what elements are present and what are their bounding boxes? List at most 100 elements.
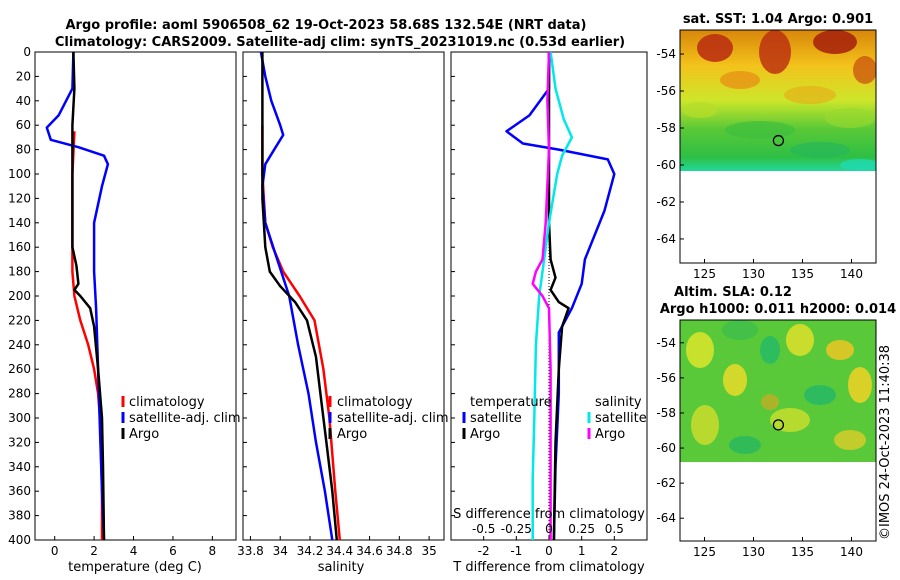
t-difference-xlabel: T difference from climatology — [452, 560, 645, 575]
map-lon-label: 130 — [742, 545, 765, 559]
x-tick-label: 34 — [273, 544, 288, 558]
x-tick-label: -1 — [510, 544, 522, 558]
argo-location-marker — [772, 134, 785, 147]
x-tick-label: 35 — [421, 544, 436, 558]
sla-map-title: Altim. SLA: 0.12 — [674, 285, 792, 300]
map-lon-label: 135 — [791, 545, 814, 559]
salinity-xlabel: salinity — [318, 560, 365, 575]
depth-tick-label: 20 — [16, 69, 31, 83]
legend-label-argo: Argo — [337, 427, 367, 442]
depth-tick-label: 220 — [8, 313, 31, 327]
legend-heading-salinity: salinity — [595, 395, 642, 410]
temperature-x-ticks: 0 2 4 6 8 — [35, 51, 217, 558]
depth-tick-label: 160 — [8, 240, 31, 254]
s-tick-label: -0.5 — [472, 522, 495, 536]
series-line-argo — [261, 52, 339, 541]
depth-tick-label: 240 — [8, 338, 31, 352]
sla-map: Altim. SLA: 0.12 Argo h1000: 0.011 h2000… — [656, 285, 896, 559]
sla-map-subtitle: Argo h1000: 0.011 h2000: 0.014 — [660, 302, 896, 317]
legend-label-t-satellite: satellite — [470, 411, 522, 426]
map-lon-label: 125 — [693, 267, 716, 281]
depth-tick-label: 100 — [8, 167, 31, 181]
depth-tick-label: 400 — [8, 533, 31, 547]
depth-tick-label: 300 — [8, 411, 31, 425]
x-tick-label: 0 — [545, 544, 553, 558]
legend-label-argo: Argo — [129, 427, 159, 442]
x-tick-label: 4 — [130, 544, 138, 558]
series-line-salinity-satellite — [531, 51, 574, 540]
series-line-salinity-argo — [531, 51, 552, 540]
argo-location-marker — [772, 419, 785, 431]
map-lon-label: 130 — [742, 267, 765, 281]
x-tick-label: 34.4 — [326, 544, 353, 558]
depth-tick-label: 340 — [8, 460, 31, 474]
map-lat-label: -60 — [656, 158, 676, 172]
title-line2: Climatology: CARS2009. Satellite-adj cli… — [55, 35, 625, 50]
temperature-legend: climatology satellite-adj. clim Argo — [121, 395, 241, 442]
depth-tick-label: 260 — [8, 362, 31, 376]
depth-tick-label: 360 — [8, 484, 31, 498]
map-lat-label: -54 — [656, 47, 676, 61]
map-lon-label: 135 — [791, 267, 814, 281]
map-lat-label: -56 — [656, 371, 676, 385]
depth-tick-label: 280 — [8, 387, 31, 401]
temperature-xlabel: temperature (deg C) — [68, 560, 202, 575]
x-tick-label: 34.2 — [297, 544, 324, 558]
x-tick-label: 8 — [209, 544, 217, 558]
sst-map-ticks: 125 130 135 140 -54 -56 -58 -60 -62 -64 — [656, 47, 863, 281]
temperature-axes-box — [34, 51, 237, 541]
difference-legend: temperature satellite Argo salinity sate… — [462, 395, 647, 442]
s-difference-ticks: -0.5 -0.25 0 0.25 0.5 — [472, 522, 624, 536]
s-tick-label: -0.25 — [501, 522, 532, 536]
depth-tick-label: 120 — [8, 191, 31, 205]
depth-tick-label: 60 — [16, 118, 31, 132]
series-line-temperature-argo — [547, 52, 570, 541]
map-lon-label: 140 — [840, 545, 863, 559]
map-lon-label: 140 — [840, 267, 863, 281]
depth-ticks: 0 20 40 60 80 100 120 140 160 180 200 220 240 260 280 3… — [8, 45, 31, 547]
depth-tick-label: 200 — [8, 289, 31, 303]
x-tick-label: 6 — [169, 544, 177, 558]
depth-tick-label: 0 — [23, 45, 31, 59]
s-tick-label: 0.5 — [605, 522, 624, 536]
map-lat-label: -64 — [656, 232, 676, 246]
salinity-legend: climatology satellite-adj. clim Argo — [328, 395, 449, 442]
t-difference-x-ticks: -2 -1 0 1 2 — [451, 51, 618, 558]
map-lat-label: -62 — [656, 476, 676, 490]
depth-tick-label: 80 — [16, 143, 31, 157]
map-lat-label: -64 — [656, 511, 676, 525]
map-lat-label: -54 — [656, 336, 676, 350]
depth-tick-label: 180 — [8, 265, 31, 279]
temperature-panel: 0 20 40 60 80 100 120 140 160 180 200 220 240 260 280 3… — [8, 45, 241, 575]
watermark: ©IMOS 24-Oct-2023 11:40:38 — [878, 345, 893, 540]
salinity-x-ticks: 33.8 34 34.2 34.4 34.6 34.8 35 — [237, 51, 437, 558]
salinity-panel: 33.8 34 34.2 34.4 34.6 34.8 35 salinity climat… — [237, 51, 449, 575]
difference-series — [505, 51, 616, 541]
legend-label-climatology: climatology — [337, 395, 413, 410]
map-lat-label: -56 — [656, 84, 676, 98]
depth-tick-label: 40 — [16, 94, 31, 108]
s-difference-label: S difference from climatology — [453, 507, 645, 522]
series-line-argo — [71, 51, 106, 541]
map-lon-label: 125 — [693, 545, 716, 559]
x-tick-label: 2 — [90, 544, 98, 558]
legend-label-climatology: climatology — [129, 395, 205, 410]
salinity-axes-box — [242, 51, 445, 541]
depth-tick-label: 140 — [8, 216, 31, 230]
map-lat-label: -58 — [656, 121, 676, 135]
legend-label-s-argo: Argo — [595, 427, 625, 442]
map-lat-label: -58 — [656, 406, 676, 420]
legend-heading-temperature: temperature — [470, 395, 552, 410]
title-line1: Argo profile: aoml 5906508_62 19-Oct-202… — [66, 18, 587, 33]
salinity-series — [259, 51, 342, 541]
series-line-satellite-adj-clim — [45, 51, 110, 541]
sla-map-ticks: 125 130 135 140 -54 -56 -58 -60 -62 -64 — [656, 336, 863, 559]
s-tick-label: 0 — [545, 522, 553, 536]
sst-map-title: sat. SST: 1.04 Argo: 0.901 — [683, 12, 873, 27]
x-tick-label: 34.6 — [356, 544, 383, 558]
sla-field — [680, 320, 876, 462]
legend-label-s-satellite: satellite — [595, 411, 647, 426]
legend-label-t-argo: Argo — [470, 427, 500, 442]
s-tick-label: 0.25 — [568, 522, 595, 536]
